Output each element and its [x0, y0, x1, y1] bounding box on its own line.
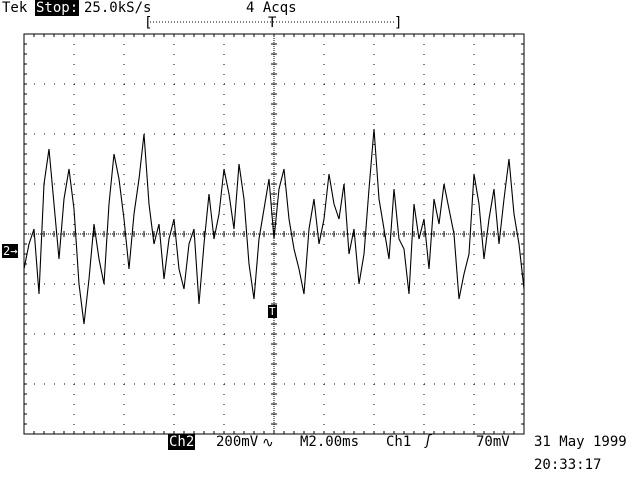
record-left-bracket: [ — [144, 15, 153, 31]
record-right-bracket: ] — [394, 15, 403, 31]
channel-2-ground-marker: 2→ — [2, 244, 19, 258]
time-label: 20:33:17 — [534, 457, 602, 473]
sample-rate-label: 25.0kS/s — [84, 0, 152, 16]
graticule — [23, 33, 525, 435]
run-state-label: Stop: — [35, 0, 80, 16]
channel-label: Ch2 — [168, 434, 196, 450]
trigger-level-label: 70mV — [476, 434, 510, 450]
trigger-slope-icon: ʃ — [424, 433, 433, 449]
date-label: 31 May 1999 — [534, 434, 627, 450]
coupling-icon: ∿ — [262, 435, 274, 451]
timebase-label: M2.00ms — [300, 434, 360, 450]
brand-label: Tek — [2, 0, 28, 16]
trigger-position-marker: T — [268, 305, 277, 318]
trigger-source-label: Ch1 — [386, 434, 412, 450]
volts-per-div-label: 200mV — [216, 434, 259, 450]
acquisitions-label: 4 Acqs — [246, 0, 297, 16]
record-trigger-marker: T — [268, 15, 277, 31]
channel-marker-arrow-icon: → — [10, 244, 18, 258]
channel-marker-label: 2 — [3, 244, 11, 258]
waveform-trace — [23, 128, 525, 325]
